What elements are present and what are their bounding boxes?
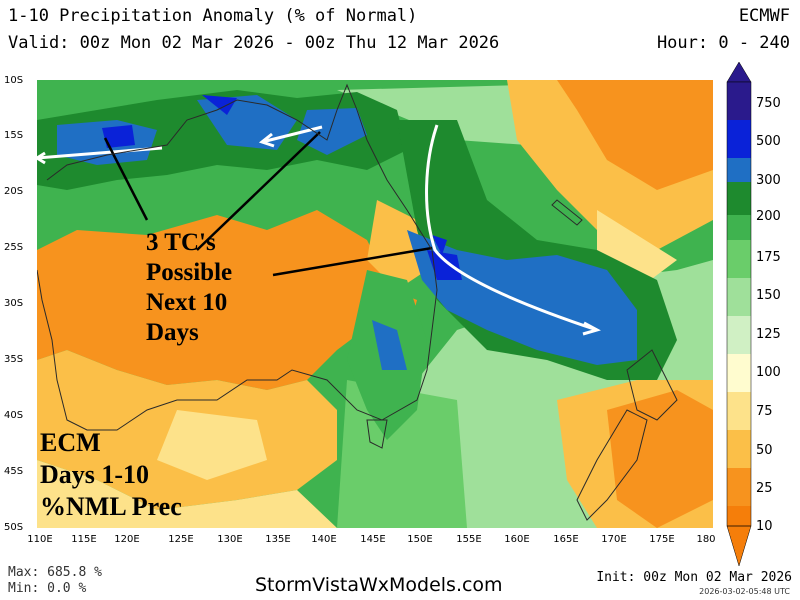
colorbar-swatch (727, 316, 751, 354)
lat-label: 45S (4, 466, 24, 477)
colorbar (726, 61, 752, 567)
init-time: Init: 00z Mon 02 Mar 2026 (596, 570, 792, 585)
lon-label: 135E (265, 534, 291, 545)
colorbar-swatch (727, 506, 751, 526)
max-value: Max: 685.8 % (8, 565, 102, 580)
ecm-annotation-line: ECM (40, 428, 101, 457)
colorbar-label: 500 (756, 134, 781, 149)
colorbar-swatch (727, 392, 751, 430)
colorbar-label: 10 (756, 519, 773, 534)
lat-label: 50S (4, 522, 24, 533)
colorbar-swatch (727, 468, 751, 506)
colorbar-label: 175 (756, 250, 781, 265)
stats: Max: 685.8 % Min: 0.0 % (8, 565, 102, 597)
lon-label: 150E (407, 534, 433, 545)
colorbar-label: 25 (756, 481, 773, 496)
lat-label: 20S (4, 186, 24, 197)
colorbar-label: 75 (756, 404, 773, 419)
colorbar-label: 100 (756, 365, 781, 380)
lon-label: 145E (360, 534, 386, 545)
colorbar-label: 125 (756, 327, 781, 342)
forecast-hour-range: Hour: 0 - 240 (656, 33, 790, 53)
website-label: StormVistaWxModels.com (255, 574, 503, 596)
lon-label: 140E (311, 534, 337, 545)
colorbar-swatch (727, 278, 751, 316)
lat-label: 35S (4, 354, 24, 365)
lon-label: 155E (456, 534, 482, 545)
colorbar-swatch (727, 240, 751, 278)
map-title: 1-10 Precipitation Anomaly (% of Normal) (8, 6, 418, 26)
model-name: ECMWF (738, 6, 790, 26)
lat-label: 40S (4, 410, 24, 421)
lon-label: 130E (217, 534, 243, 545)
colorbar-swatch (727, 215, 751, 240)
lon-label: 165E (553, 534, 579, 545)
ecm-annotation: ECM Days 1-10 %NML Prec (40, 427, 182, 523)
min-value: Min: 0.0 % (8, 581, 87, 596)
colorbar-label: 150 (756, 288, 781, 303)
tc-annotation: 3 TC's Possible Next 10 Days (146, 228, 232, 348)
colorbar-swatch (727, 120, 751, 158)
lat-label: 25S (4, 242, 24, 253)
lon-label: 125E (168, 534, 194, 545)
lon-label: 170E (601, 534, 627, 545)
colorbar-top-arrow (726, 61, 752, 83)
colorbar-label: 200 (756, 209, 781, 224)
lon-label: 115E (71, 534, 97, 545)
timestamp: 2026-03-02-05:48 UTC (699, 587, 790, 596)
valid-period: Valid: 00z Mon 02 Mar 2026 - 00z Thu 12 … (8, 33, 500, 53)
lon-label: 160E (504, 534, 530, 545)
lat-label: 15S (4, 130, 24, 141)
precip-anomaly-map (37, 80, 713, 528)
ecm-annotation-line: %NML Prec (40, 492, 182, 521)
colorbar-label: 750 (756, 96, 781, 111)
tc-annotation-line: Possible (146, 259, 233, 286)
colorbar-bottom-arrow (726, 525, 752, 567)
ecm-annotation-line: Days 1-10 (40, 460, 150, 489)
lon-label: 180 (696, 534, 716, 545)
colorbar-swatch (727, 354, 751, 392)
lon-label: 175E (649, 534, 675, 545)
lat-label: 10S (4, 75, 24, 86)
colorbar-label: 300 (756, 173, 781, 188)
lon-label: 110E (27, 534, 53, 545)
colorbar-label: 50 (756, 443, 773, 458)
lat-label: 30S (4, 298, 24, 309)
tc-annotation-line: 3 TC's (146, 229, 216, 256)
colorbar-swatch (727, 158, 751, 182)
colorbar-swatch (727, 430, 751, 468)
colorbar-swatch (727, 182, 751, 215)
lon-label: 120E (114, 534, 140, 545)
colorbar-swatch (727, 82, 751, 120)
tc-annotation-line: Days (146, 319, 199, 346)
tc-annotation-line: Next 10 (146, 289, 228, 316)
